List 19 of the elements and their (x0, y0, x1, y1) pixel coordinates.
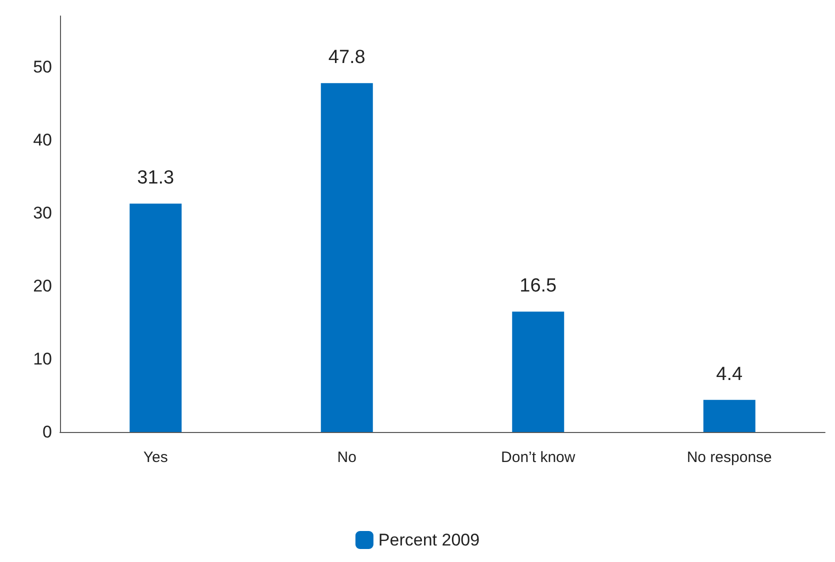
y-tick-label: 40 (33, 130, 52, 150)
data-label: 16.5 (520, 276, 557, 297)
y-tick-label: 20 (33, 276, 52, 296)
bar (130, 204, 182, 432)
x-tick-label: Don’t know (501, 449, 576, 466)
y-tick-label: 0 (42, 422, 52, 442)
x-tick-label: Yes (143, 449, 168, 466)
y-tick-label: 30 (33, 204, 52, 223)
y-tick-label: 10 (33, 350, 52, 369)
bar (703, 400, 756, 432)
data-label: 31.3 (137, 168, 174, 189)
data-label: 47.8 (328, 47, 366, 68)
x-tick-label: No (337, 449, 356, 466)
bar (320, 83, 373, 432)
y-tick-label: 50 (33, 58, 52, 77)
data-label: 4.4 (716, 364, 744, 385)
x-tick-label: No response (686, 449, 772, 466)
legend-label: Percent 2009 (378, 530, 480, 550)
bar (512, 312, 564, 432)
